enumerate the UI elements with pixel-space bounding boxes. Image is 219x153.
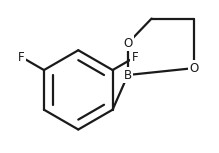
Text: F: F <box>18 51 25 64</box>
Text: F: F <box>132 51 138 64</box>
Text: O: O <box>123 37 132 50</box>
Text: B: B <box>124 69 132 82</box>
Text: O: O <box>190 62 199 75</box>
